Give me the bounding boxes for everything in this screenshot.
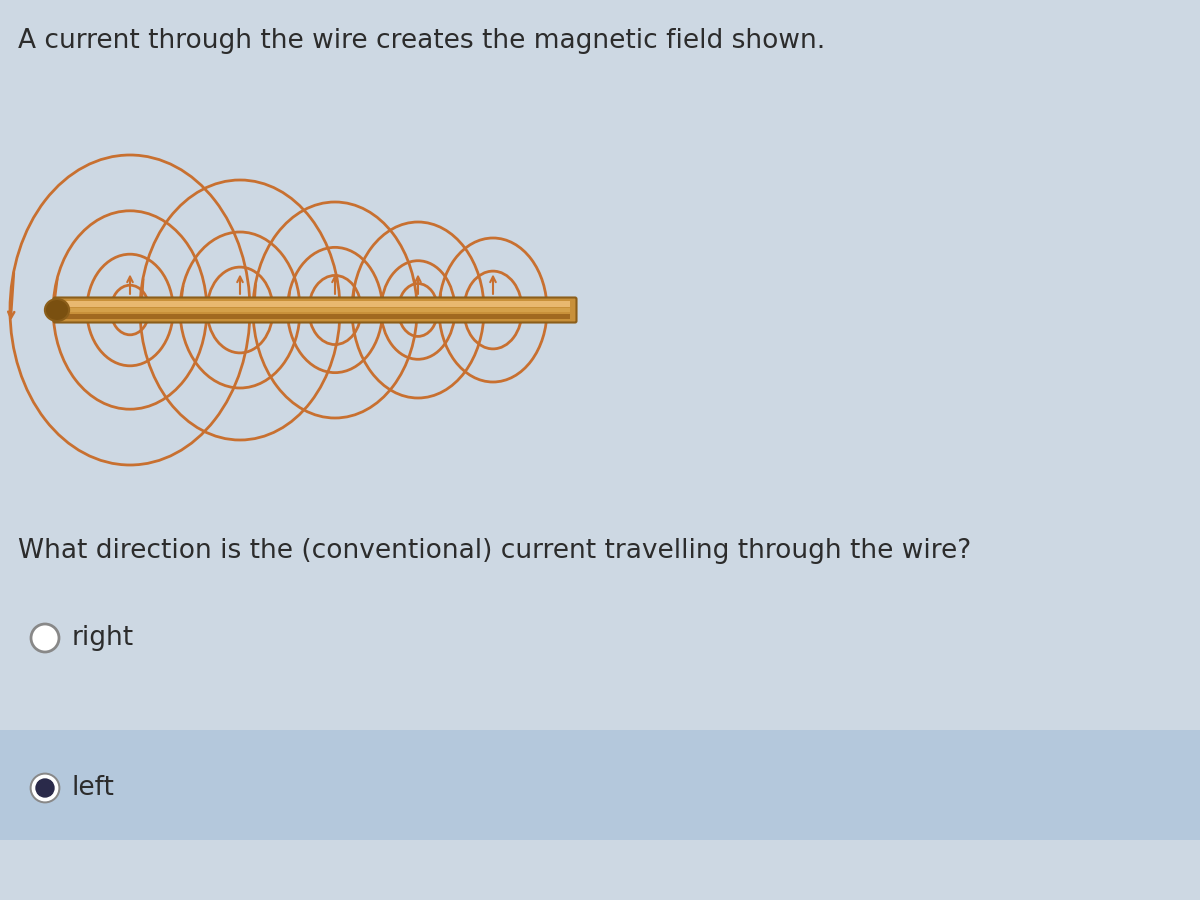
Text: left: left (72, 775, 115, 801)
Text: A current through the wire creates the magnetic field shown.: A current through the wire creates the m… (18, 28, 826, 54)
Text: What direction is the (conventional) current travelling through the wire?: What direction is the (conventional) cur… (18, 538, 971, 564)
Bar (60, 308, 570, 312)
Ellipse shape (44, 299, 70, 321)
Circle shape (34, 776, 58, 800)
Circle shape (36, 779, 54, 797)
Circle shape (37, 780, 53, 796)
FancyBboxPatch shape (54, 298, 576, 322)
Circle shape (31, 624, 59, 652)
Circle shape (31, 774, 59, 802)
Bar (0, 730, 1200, 840)
Bar (60, 314, 570, 319)
Bar (60, 301, 570, 307)
Text: right: right (72, 625, 134, 651)
